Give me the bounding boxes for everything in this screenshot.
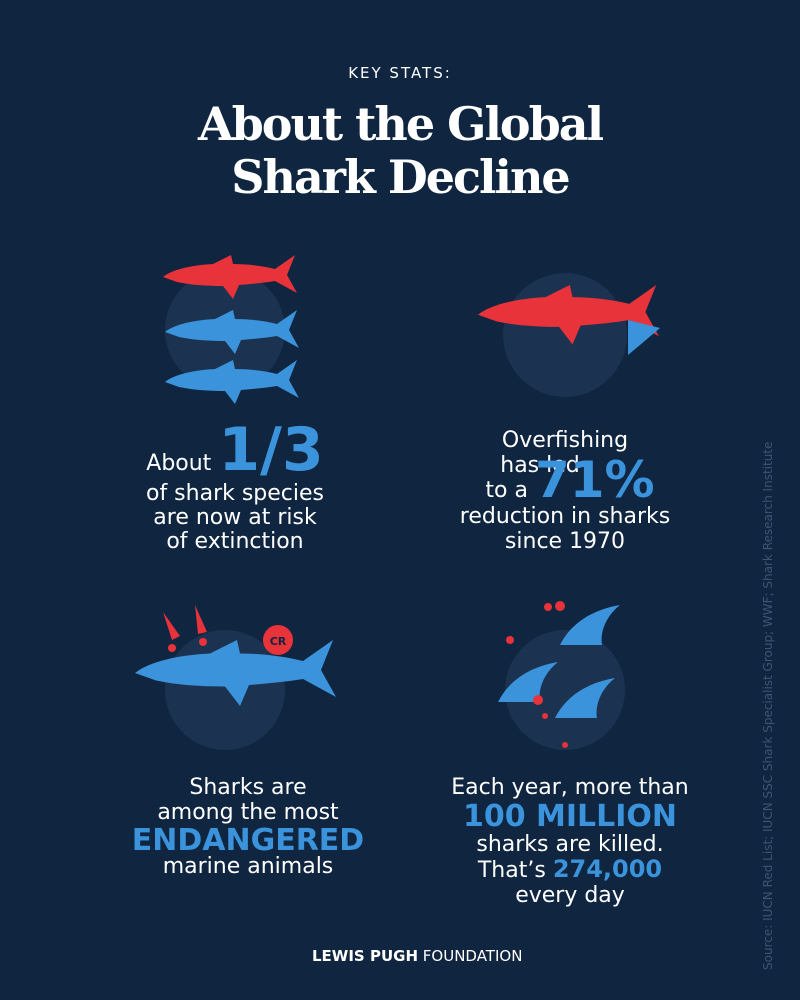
source: Source: IUCN Red List; IUCN SSC Shark Sp… xyxy=(761,442,775,970)
stat-line: Overfishing xyxy=(502,428,628,453)
stat-line: Sharks are xyxy=(189,775,306,800)
icon-3: CR xyxy=(135,605,336,750)
kicker: KEY STATS: xyxy=(348,64,452,82)
stat-line: are now at risk xyxy=(153,505,317,530)
icon-2 xyxy=(478,273,660,397)
title-line: Shark Decline xyxy=(231,150,569,204)
footer-logo: LEWIS PUGH FOUNDATION xyxy=(282,942,522,965)
stat-line: of extinction xyxy=(166,529,303,554)
stat-line: of shark species xyxy=(146,481,324,506)
highlight: 274,000 xyxy=(553,855,662,883)
icon-1 xyxy=(163,255,299,404)
highlight: 1/3 xyxy=(218,415,323,485)
stat-line: About 1/3 xyxy=(146,415,323,485)
stat-line: marine animals xyxy=(163,854,334,879)
stat-line: That’s 274,000 xyxy=(477,855,662,883)
badge: CR xyxy=(270,635,287,648)
stat-line: to a 71% xyxy=(485,451,654,509)
title-line: About the Global xyxy=(197,97,604,151)
stat-line: every day xyxy=(515,883,625,908)
highlight: ENDANGERED xyxy=(132,823,364,858)
stat-line: Each year, more than xyxy=(451,775,688,800)
highlight: 100 MILLION xyxy=(463,799,677,834)
stat-line: since 1970 xyxy=(505,529,625,554)
stat-line: reduction in sharks xyxy=(460,504,670,529)
stat-line: among the most xyxy=(157,800,339,825)
stat-line: has led xyxy=(500,453,580,478)
footer-text: LEWIS PUGH FOUNDATION xyxy=(312,947,522,965)
footer-regular: FOUNDATION xyxy=(423,947,523,965)
highlight: 71% xyxy=(535,451,655,509)
lead: About xyxy=(146,451,211,476)
lead: to a xyxy=(485,478,528,503)
stat-line: sharks are killed. xyxy=(476,832,663,857)
icon-4 xyxy=(498,601,625,750)
lead: That’s xyxy=(477,858,546,883)
footer-bold: LEWIS PUGH xyxy=(312,947,418,965)
